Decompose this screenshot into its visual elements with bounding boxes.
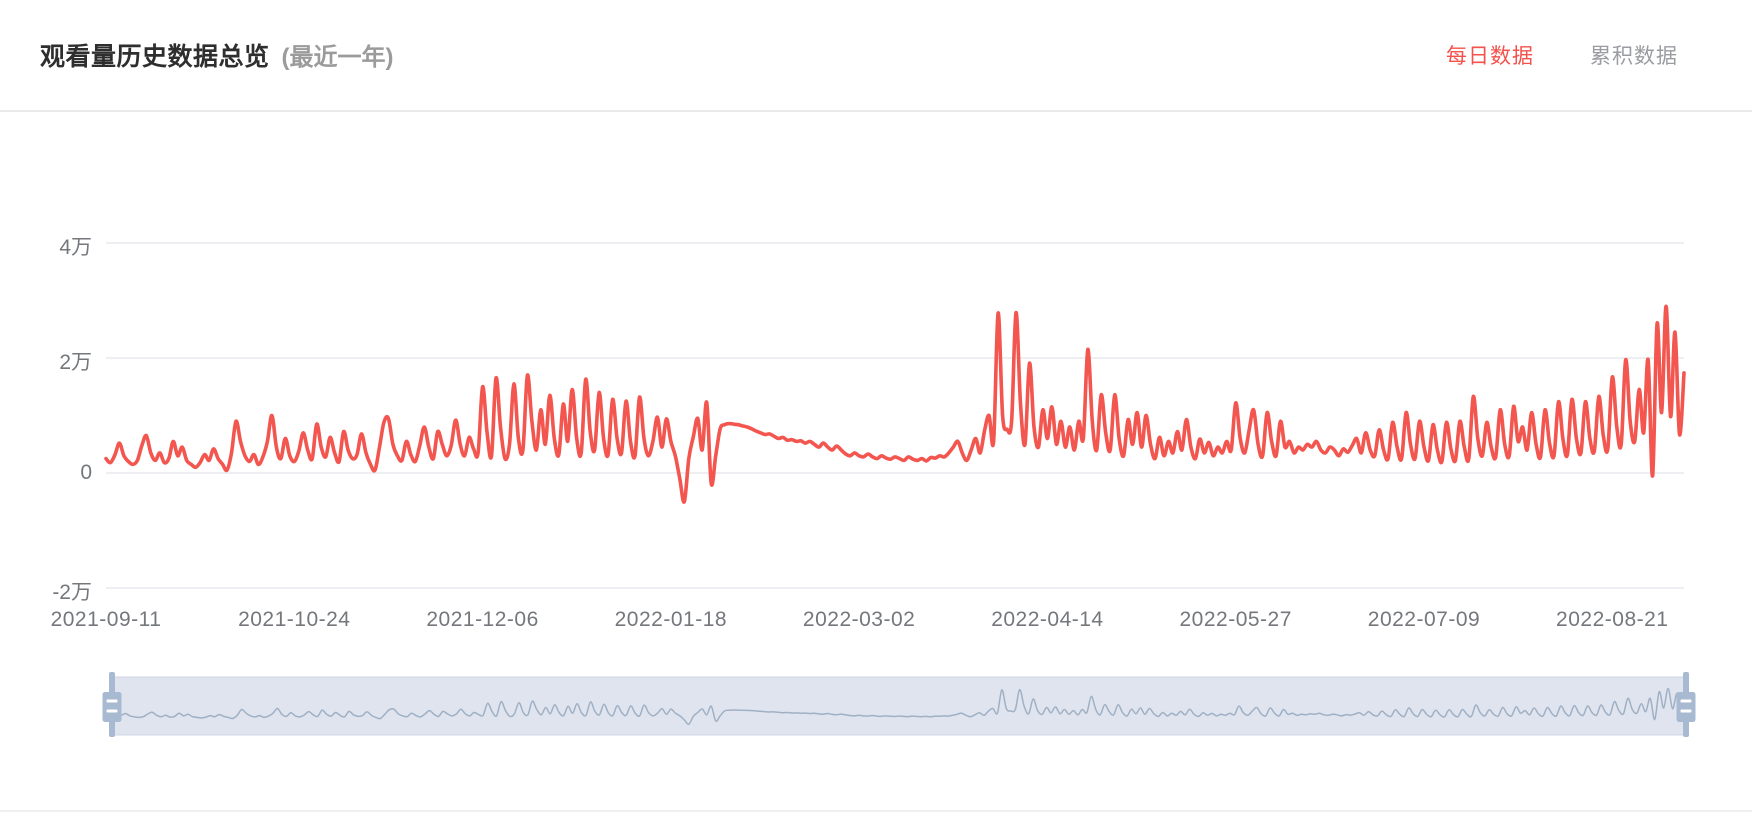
- datazoom-track[interactable]: [111, 676, 1687, 736]
- views-history-line-chart[interactable]: [0, 112, 1752, 812]
- datazoom-right-handle-grip-line: [1680, 709, 1692, 713]
- datazoom-left-handle-grip-line: [106, 709, 118, 713]
- y-axis-tick-label: 4万: [59, 236, 92, 259]
- chart-region: 4万 2万 0 -2万 2021-09-11 2021-10-24 2021-12-06 2…: [0, 112, 1752, 812]
- x-axis-tick-label: 2021-10-24: [238, 608, 351, 631]
- datazoom-mini-line: [111, 687, 1687, 726]
- y-axis-tick-label: -2万: [52, 581, 92, 604]
- daily-views-line: [104, 304, 1686, 504]
- x-axis-tick-label: 2022-03-02: [802, 608, 916, 631]
- datazoom-left-handle[interactable]: [102, 692, 122, 722]
- view-tabs: 每日数据 累积数据: [1446, 40, 1678, 70]
- y-axis-tick-label: 0: [80, 461, 92, 484]
- datazoom-left-handle-grip-line: [106, 699, 118, 703]
- title-group: 观看量历史数据总览 (最近一年): [40, 37, 394, 73]
- tab-daily-data[interactable]: 每日数据: [1446, 40, 1534, 70]
- header: 观看量历史数据总览 (最近一年) 每日数据 累积数据: [0, 0, 1752, 112]
- x-axis-tick-label: 2022-07-09: [1367, 608, 1481, 631]
- x-axis-tick-label: 2022-05-27: [1179, 608, 1292, 631]
- page-subtitle: (最近一年): [281, 44, 394, 71]
- tab-cumulative-data[interactable]: 累积数据: [1590, 40, 1678, 70]
- bottom-divider: [0, 810, 1752, 812]
- datazoom-right-handle[interactable]: [1676, 692, 1696, 722]
- y-axis-tick-label: 2万: [59, 351, 92, 374]
- x-axis-tick-label: 2022-08-21: [1556, 608, 1669, 631]
- x-axis-tick-label: 2022-04-14: [991, 608, 1104, 631]
- x-axis-tick-label: 2022-01-18: [614, 608, 728, 631]
- page-title: 观看量历史数据总览: [40, 43, 270, 71]
- x-axis-tick-label: 2021-12-06: [426, 608, 539, 631]
- x-axis-tick-label: 2021-09-11: [50, 608, 162, 631]
- datazoom-right-handle-grip-line: [1680, 699, 1692, 703]
